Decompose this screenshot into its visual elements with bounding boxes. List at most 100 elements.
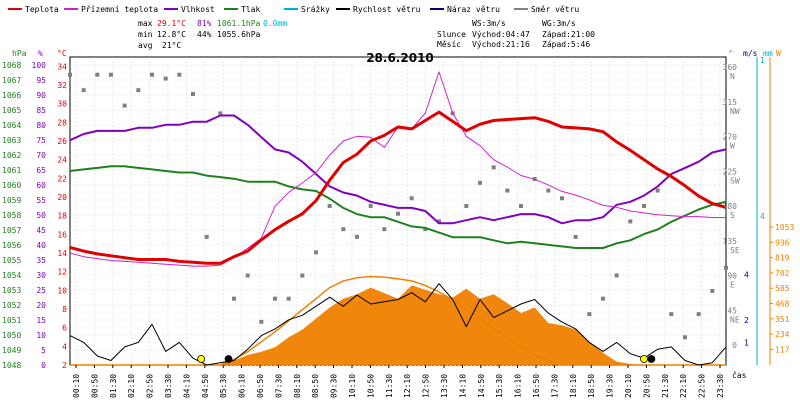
pct-tick: 45 <box>36 226 46 235</box>
wind-direction-point <box>122 103 127 108</box>
wind-direction-point <box>573 234 578 239</box>
dir-letter: SE <box>730 246 740 255</box>
astro-sunrise: Východ:04:47 <box>472 30 530 39</box>
hpa-tick: 1063 <box>2 136 21 145</box>
hpa-tick: 1049 <box>2 346 21 355</box>
wind-direction-point <box>245 273 250 278</box>
temp-tick: 6 <box>62 324 67 333</box>
moonset-marker <box>224 355 233 363</box>
wind-direction-point <box>355 234 359 239</box>
legend-label: Teplota <box>25 5 59 14</box>
dir-tick: 180 <box>723 202 738 211</box>
hpa-tick: 1055 <box>2 256 21 265</box>
wind-direction-point <box>710 288 715 293</box>
x-tick: 08:10 <box>293 374 302 398</box>
dir-letter: N <box>730 72 735 81</box>
wind-direction-point <box>314 250 318 255</box>
x-tick: 04:50 <box>201 374 210 398</box>
legend-label: Srážky <box>301 5 330 14</box>
wind-direction-point <box>232 296 236 301</box>
wind-direction-point <box>655 188 660 193</box>
stats-min-label: min <box>138 30 153 39</box>
x-tick: 02:10 <box>127 374 136 398</box>
chart-legend: Teplota Přízemní teplota Vlhkost Tlak Srážky… <box>8 5 579 14</box>
wind-direction-point <box>109 72 113 77</box>
pct-tick: 100 <box>32 61 47 70</box>
hpa-tick: 1058 <box>2 211 21 220</box>
pct-tick: 60 <box>36 181 46 190</box>
w-unit: W <box>776 49 781 58</box>
degc-unit: °C <box>57 49 67 58</box>
mm-tick: 1 <box>760 56 765 65</box>
w-tick: 936 <box>775 238 790 247</box>
astro-wg: WG:3m/s <box>542 19 576 28</box>
temp-tick: 4 <box>62 342 67 351</box>
pct-tick: 10 <box>36 331 46 340</box>
plot-series <box>68 71 728 366</box>
x-tick: 10:50 <box>366 374 375 398</box>
pct-tick: 15 <box>36 316 46 325</box>
wind-direction-point <box>396 211 400 216</box>
hpa-tick: 1054 <box>2 271 21 280</box>
astro-moonset: Západ:5:46 <box>542 40 590 49</box>
legend-label: Tlak <box>241 5 260 14</box>
temp-tick: 34 <box>57 62 67 71</box>
x-tick: 22:10 <box>679 374 688 398</box>
pct-tick: 20 <box>36 301 46 310</box>
wind-direction-point <box>409 196 414 201</box>
astro-moon-label: Měsíc <box>437 40 461 49</box>
w-tick: 819 <box>775 254 790 263</box>
wind-direction-point <box>150 72 154 77</box>
hpa-unit: hPa <box>12 49 27 58</box>
ms-tick: 1 <box>744 338 749 347</box>
hpa-tick: 1062 <box>2 151 21 160</box>
x-axis: 00:10 00:50 01:30 02:10 02:50 03:30 04:10 04:50… <box>72 365 725 398</box>
temp-tick: 30 <box>57 100 67 109</box>
x-tick: 17:30 <box>550 374 559 398</box>
temp-tick: 16 <box>57 230 67 239</box>
wind-direction-point <box>519 204 523 208</box>
astro-sunset: Západ:21:00 <box>542 30 595 39</box>
x-tick: 04:10 <box>182 374 191 398</box>
clear-sky-radiation-line <box>70 275 726 366</box>
hpa-tick: 1052 <box>2 301 21 310</box>
sunset-marker <box>640 355 648 363</box>
temp-tick: 26 <box>57 137 67 146</box>
temp-tick: 18 <box>57 212 67 221</box>
x-tick: 22:50 <box>698 374 707 398</box>
temperature-line <box>69 110 727 265</box>
dir-letter: E <box>730 281 735 290</box>
sunrise-marker <box>197 355 206 363</box>
pct-tick: 50 <box>36 211 46 220</box>
wind-direction-point <box>560 196 564 201</box>
x-tick: 08:50 <box>311 374 320 398</box>
wind-direction-point <box>163 76 168 81</box>
stats-avg-temp: 21°C <box>162 41 181 50</box>
hpa-tick: 1060 <box>2 181 21 190</box>
deg-unit: ° <box>728 49 733 58</box>
astro-ws: WS:3m/s <box>472 19 506 28</box>
x-tick: 13:30 <box>440 374 449 398</box>
dir-tick: 225 <box>723 167 738 176</box>
pct-tick: 40 <box>36 241 46 250</box>
x-tick: 00:10 <box>72 374 81 398</box>
x-tick: 03:30 <box>164 374 173 398</box>
dir-letter: NE <box>730 315 740 324</box>
legend-label: Rychlost větru <box>353 5 421 14</box>
x-tick: 16:50 <box>532 374 541 398</box>
w-tick: 234 <box>775 330 790 339</box>
wind-direction-point <box>683 335 687 340</box>
w-tick: 1053 <box>775 223 794 232</box>
wind-direction-point <box>546 188 551 193</box>
hpa-tick: 1048 <box>2 361 21 370</box>
wind-direction-point <box>614 273 619 278</box>
x-tick: 07:30 <box>274 374 283 398</box>
mm-unit: mm <box>763 49 773 58</box>
x-tick: 11:30 <box>385 374 394 398</box>
stats-rain: 0.0mm <box>263 19 287 28</box>
hpa-tick: 1057 <box>2 226 21 235</box>
ms-unit: m/s <box>743 49 758 58</box>
astro-sun-label: Slunce <box>437 30 466 39</box>
